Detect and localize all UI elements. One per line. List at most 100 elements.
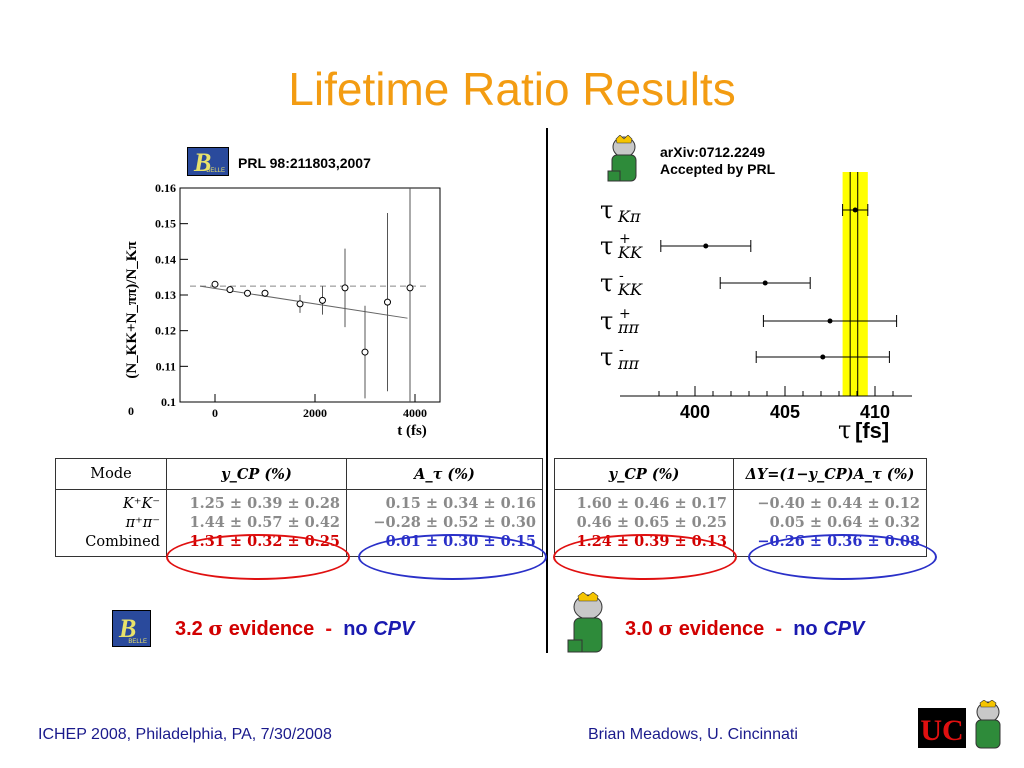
plot-ticks: 0.1 0.11 0.12 0.13 0.14 0.15 0.16 0 2000 4000: [155, 181, 427, 420]
header-mode: Mode: [55, 458, 167, 490]
row-mode: Combined: [55, 532, 167, 557]
footer-conference: ICHEP 2008, Philadelphia, PA, 7/30/2008: [38, 726, 332, 743]
highlight-ellipse-blue: [748, 534, 937, 580]
row-ycp: 1.25 ± 0.39 ± 0.28: [166, 489, 347, 513]
babar-lifetime-plot: 400 405 410 τ Kπτ KK+τ KK-τ ππ+τ ππ- τ [fs]: [600, 172, 912, 444]
y-tick-label: 0.11: [156, 359, 176, 373]
footer-author: Brian Meadows, U. Cincinnati: [588, 726, 798, 743]
fit-line: [199, 285, 408, 319]
x-axis-unit: [fs]: [855, 418, 889, 443]
babar-elephant-logo: [975, 700, 1001, 749]
data-point: [827, 318, 833, 324]
row-label-superscript: -: [619, 342, 624, 358]
table-row: 0.46 ± 0.65 ± 0.25 0.05 ± 0.64 ± 0.32: [554, 513, 927, 532]
data-point: [226, 286, 234, 294]
row-label-tau: τ: [600, 196, 613, 224]
row-label-tau: τ: [600, 307, 613, 335]
x-tick-label: 4000: [403, 406, 427, 420]
babar-elephant-logo: [567, 592, 603, 653]
row-label-subscript: Kπ: [617, 207, 641, 226]
row-atau: −0.28 ± 0.52 ± 0.30: [346, 513, 543, 532]
plot-data: [190, 188, 430, 402]
data-point: [852, 207, 858, 213]
row-mode: π⁺π⁻: [55, 513, 167, 532]
row-delta-y: −0.40 ± 0.44 ± 0.12: [733, 489, 927, 513]
row-atau: 0.15 ± 0.34 ± 0.16: [346, 489, 543, 513]
belle-reference: PRL 98:211803,2007: [238, 155, 371, 171]
y-tick-label: 0.13: [155, 288, 176, 302]
plot-frame: [179, 187, 441, 403]
data-point: [244, 289, 251, 297]
plot-axis: 400 405 410: [620, 386, 912, 422]
header-delta-y: ΔY=(1−y_CP)A_τ (%): [733, 458, 927, 490]
y-tick-label: 0.14: [155, 252, 176, 266]
highlight-ellipse-blue: [358, 534, 547, 580]
x-tick-label: 2000: [303, 406, 327, 420]
y-tick-label: 0.16: [155, 181, 176, 195]
data-point: [703, 243, 709, 249]
data-point: [406, 284, 414, 292]
data-point: [319, 296, 326, 304]
row-label-superscript: +: [619, 306, 631, 322]
x-axis-tau: τ: [838, 416, 851, 444]
x-axis-label: t (fs): [397, 423, 427, 439]
babar-results-table: y_CP (%) ΔY=(1−y_CP)A_τ (%) 1.60 ± 0.46 …: [554, 458, 927, 557]
y-tick-label: 0.12: [155, 324, 176, 338]
header-ycp: y_CP (%): [166, 458, 347, 490]
data-point: [361, 348, 369, 356]
x-tick-label: 410: [860, 402, 890, 422]
header-ycp: y_CP (%): [554, 458, 734, 490]
data-point: [211, 280, 219, 288]
header-atau: A_τ (%): [346, 458, 543, 490]
highlight-ellipse-red: [166, 534, 350, 580]
y-tick-label: 0.15: [155, 217, 176, 231]
row-label-subscript: ππ: [617, 354, 640, 373]
babar-evidence-statement: 3.0 σ evidence - no CPV: [625, 616, 865, 640]
row-label-subscript: ππ: [617, 318, 640, 337]
row-label-subscript: KK: [617, 280, 643, 299]
plot-rows: τ Kπτ KK+τ KK-τ ππ+τ ππ-: [600, 196, 898, 373]
belle-lifetime-ratio-plot: 0.1 0.11 0.12 0.13 0.14 0.15 0.16 0 2000 4000 (N_…: [124, 181, 441, 439]
belle-evidence-statement: 3.2 σ evidence - no CPV: [175, 616, 415, 640]
data-point: [762, 280, 768, 286]
row-label-tau: τ: [600, 232, 613, 260]
y-axis-label: (N_KK+N_ππ)/N_Kπ: [124, 241, 140, 379]
babar-reference-line2: Accepted by PRL: [660, 161, 776, 177]
y-tick-label: 0.1: [161, 395, 176, 409]
x-tick-label: 405: [770, 402, 800, 422]
corner-zero-label: 0: [128, 404, 134, 418]
row-label-subscript: KK: [617, 243, 643, 262]
data-point: [384, 298, 391, 306]
row-label-tau: τ: [600, 269, 613, 297]
babar-reference: arXiv:0712.2249 Accepted by PRL: [660, 144, 775, 178]
x-tick-label: 400: [680, 402, 710, 422]
slide-title: Lifetime Ratio Results: [288, 63, 736, 115]
row-label-superscript: -: [619, 268, 624, 284]
row-ycp: 1.44 ± 0.57 ± 0.42: [166, 513, 347, 532]
lifetime-band: [842, 172, 868, 396]
row-label-superscript: +: [619, 231, 631, 247]
highlight-ellipse-red: [553, 534, 737, 580]
row-ycp: 0.46 ± 0.65 ± 0.25: [554, 513, 734, 532]
vertical-divider: [546, 128, 548, 653]
data-point: [341, 284, 349, 292]
x-tick-label: 0: [212, 406, 218, 420]
row-label-tau: τ: [600, 343, 613, 371]
babar-reference-line1: arXiv:0712.2249: [660, 144, 766, 160]
babar-elephant-logo: [607, 135, 637, 182]
belle-logo: B BELLE: [112, 610, 151, 647]
table-row: 1.60 ± 0.46 ± 0.17 −0.40 ± 0.44 ± 0.12: [554, 489, 927, 513]
row-mode: K⁺K⁻: [55, 489, 167, 513]
table-row: K⁺K⁻ 1.25 ± 0.39 ± 0.28 0.15 ± 0.34 ± 0.…: [55, 489, 543, 513]
row-ycp: 1.60 ± 0.46 ± 0.17: [554, 489, 734, 513]
svg-text:UC: UC: [920, 714, 963, 747]
data-point: [261, 289, 269, 297]
data-point: [820, 354, 826, 360]
belle-logo: B BELLE: [187, 147, 229, 177]
data-point: [296, 300, 304, 308]
yellow-band: [842, 172, 868, 396]
cincinnati-logo: UC: [918, 708, 966, 748]
table-row: π⁺π⁻ 1.44 ± 0.57 ± 0.42 −0.28 ± 0.52 ± 0…: [55, 513, 543, 532]
row-delta-y: 0.05 ± 0.64 ± 0.32: [733, 513, 927, 532]
plot-border: [179, 187, 441, 403]
